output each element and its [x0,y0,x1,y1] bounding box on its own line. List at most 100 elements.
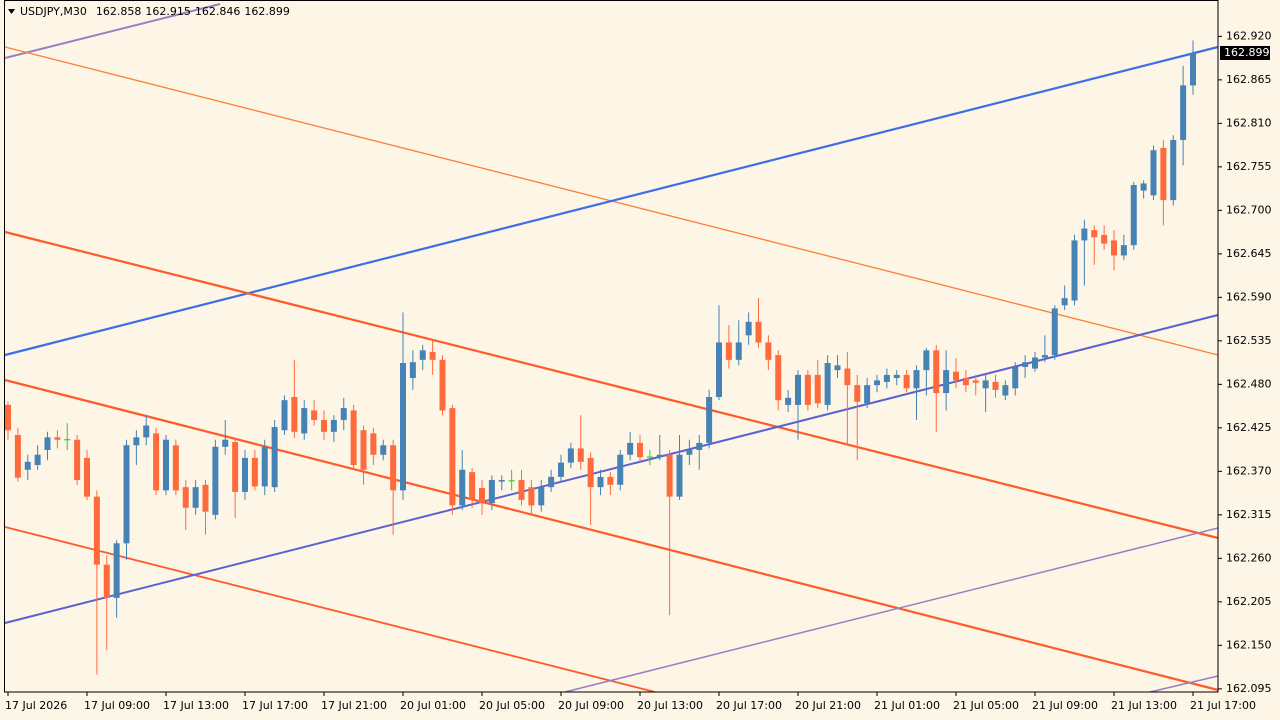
candle-body [706,397,713,443]
candle-body [24,461,31,470]
y-tick-label: 162.095 [1226,682,1272,695]
candle-body [982,380,989,389]
candle-body [587,457,594,488]
candle-body [1051,308,1058,356]
candle-body [1012,366,1019,389]
trend-line [4,3,221,59]
candle-body [1130,185,1137,246]
candle-body [558,462,564,477]
candle-body [133,437,140,446]
candle-body [291,397,298,432]
time-axis-bg [0,692,1280,720]
header-low: 162.846 [195,5,241,18]
candle-body [567,448,574,463]
candle-body [735,342,742,360]
candle-body [538,487,545,506]
candle-body [271,427,278,488]
candle-body [1140,183,1147,191]
candle-body [182,487,189,508]
candle-body [1190,52,1196,86]
candle-body [390,445,397,491]
y-tick-label: 162.590 [1226,290,1272,303]
candle-body [844,368,851,386]
candles [5,40,1196,675]
y-tick-label: 162.205 [1226,595,1272,608]
candle-body [14,434,21,478]
candle-body [893,374,900,379]
candle-body [172,445,179,491]
x-tick-label: 20 Jul 05:00 [479,699,545,712]
candle-body [380,445,387,455]
candle-body [1041,355,1048,358]
candle-body [943,370,950,394]
trend-line [4,230,1219,540]
candle-body [1022,362,1029,367]
candle-body [143,425,150,438]
trend-line [1149,675,1219,693]
candle-body [775,355,782,401]
candle-body [617,454,624,485]
candle-body [854,385,861,402]
candle-body [676,454,683,497]
y-tick-label: 162.865 [1226,73,1272,86]
candle-body [498,480,505,482]
x-tick-label: 20 Jul 09:00 [558,699,624,712]
candle-body [637,442,643,458]
candle-body [874,380,880,386]
candle-body [242,457,248,492]
candle-body [913,370,920,389]
candle-body [439,359,446,411]
x-tick-label: 21 Jul 17:00 [1190,699,1256,712]
candle-body [419,350,426,360]
candle-body [429,351,436,360]
header-close: 162.899 [244,5,290,18]
price-axis-bg [1218,0,1280,720]
trend-line [4,45,1219,357]
candle-body [666,454,673,497]
candle-body [222,439,229,447]
candle-body [1002,385,1009,396]
candle-body [409,362,416,379]
trend-line [4,314,1219,624]
y-tick-label: 162.260 [1226,551,1272,564]
candle-body [765,342,772,360]
candle-body [400,363,406,491]
candle-body [103,564,110,598]
candle-body [202,484,209,512]
candle-body [1170,139,1177,201]
candle-body [1160,147,1167,201]
x-tick-label: 21 Jul 05:00 [953,699,1019,712]
current-price-label: 162.899 [1224,46,1270,59]
x-tick-label: 21 Jul 01:00 [874,699,940,712]
candle-body [597,476,604,488]
candle-body [903,374,910,389]
candle-body [44,437,51,450]
x-tick-label: 17 Jul 09:00 [84,699,150,712]
candle-body [163,439,169,491]
x-tick-label: 21 Jul 09:00 [1032,699,1098,712]
candle-body [814,374,821,404]
candle-body [1180,85,1187,140]
candle-body [84,457,90,497]
candle-body [1032,357,1038,369]
y-tick-label: 162.535 [1226,334,1272,347]
candle-body [716,342,722,398]
candle-body [627,442,634,455]
candle-body [962,378,969,386]
candle-body [785,397,792,405]
candle-body [251,457,258,487]
trend-lines [4,3,1219,693]
candle-body [93,496,100,565]
y-tick-label: 162.810 [1226,116,1272,129]
candle-body [656,454,663,458]
candle-body [864,385,871,404]
candle-body [261,446,268,487]
candle-body [725,342,732,360]
x-tick-label: 17 Jul 17:00 [242,699,308,712]
candle-body [232,442,239,492]
candle-body [607,476,614,485]
candle-body [1091,230,1098,238]
candle-body [192,487,199,508]
menu-arrow[interactable] [8,9,15,14]
